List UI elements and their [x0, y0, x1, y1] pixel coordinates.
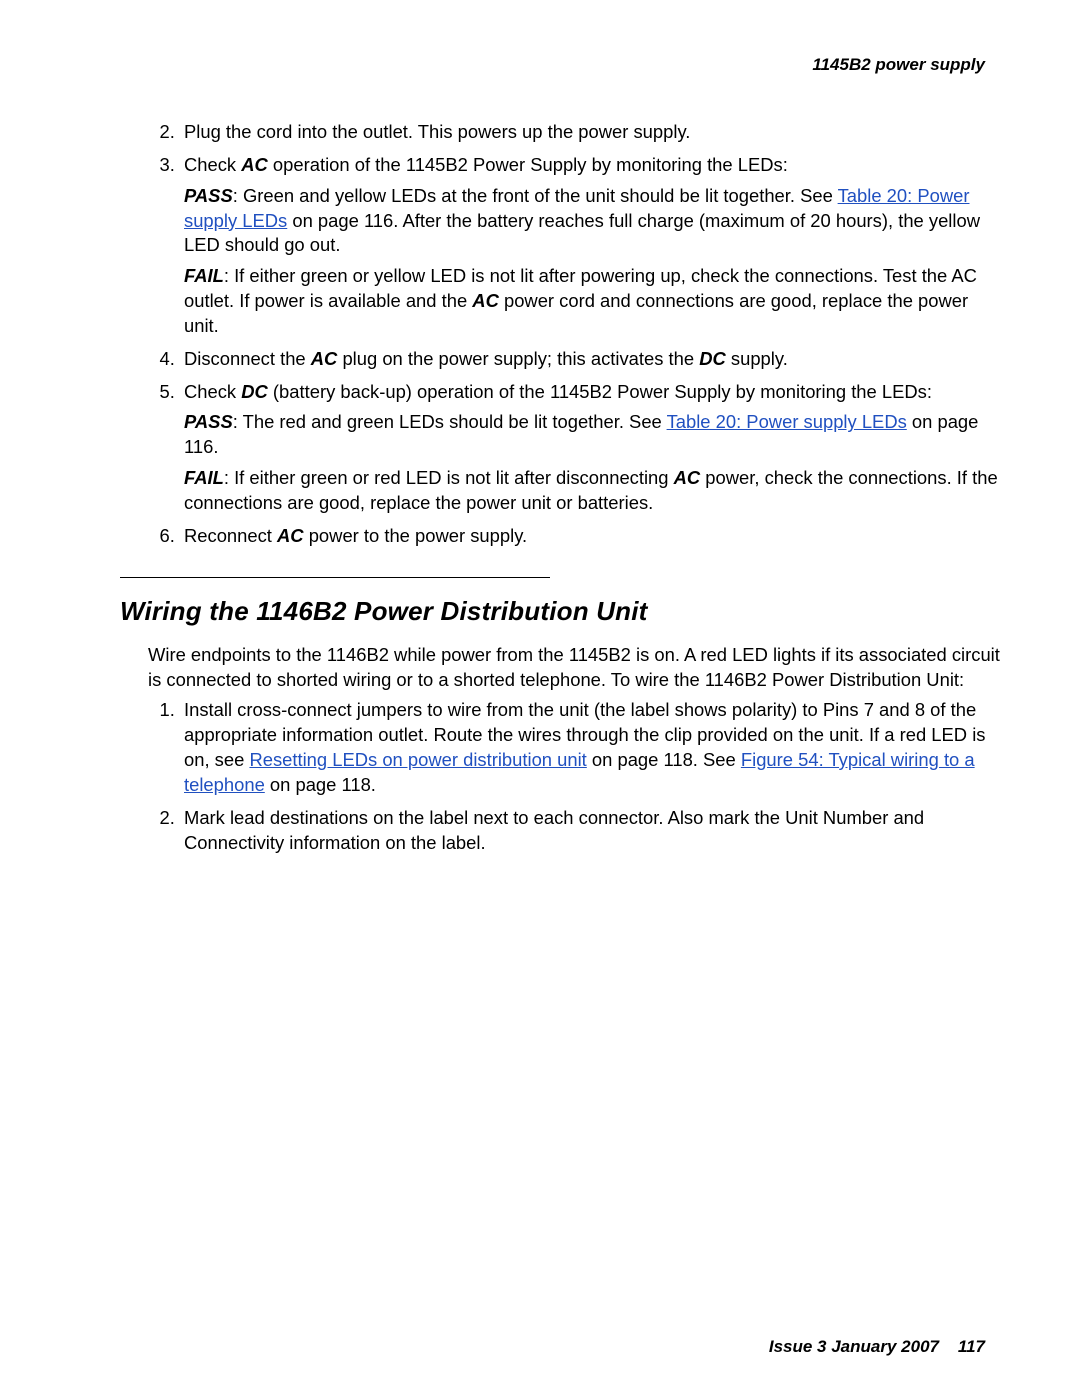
section-divider	[120, 577, 550, 578]
ac-label: AC	[674, 467, 701, 488]
step-text: Mark lead destinations on the label next…	[184, 807, 924, 853]
step-text: Check DC (battery back-up) operation of …	[184, 381, 932, 402]
header-text: 1145B2 power supply	[812, 55, 985, 74]
table-20-link[interactable]: Table 20: Power supply LEDs	[667, 411, 907, 432]
step-text: Disconnect the AC plug on the power supp…	[184, 348, 788, 369]
step-2: Plug the cord into the outlet. This powe…	[180, 120, 1005, 145]
wiring-step-1: Install cross-connect jumpers to wire fr…	[180, 698, 1005, 797]
pass-block: PASS: The red and green LEDs should be l…	[184, 410, 1005, 460]
fail-label: FAIL	[184, 467, 224, 488]
fail-label: FAIL	[184, 265, 224, 286]
fail-block: FAIL: If either green or yellow LED is n…	[184, 264, 1005, 339]
section-intro: Wire endpoints to the 1146B2 while power…	[148, 643, 1005, 693]
dc-label: DC	[241, 381, 268, 402]
main-steps-list: Plug the cord into the outlet. This powe…	[140, 120, 1005, 549]
dc-label: DC	[699, 348, 726, 369]
fail-block: FAIL: If either green or red LED is not …	[184, 466, 1005, 516]
pass-label: PASS	[184, 185, 233, 206]
ac-label: AC	[241, 154, 268, 175]
page-footer: Issue 3 January 2007 117	[769, 1337, 985, 1357]
step-4: Disconnect the AC plug on the power supp…	[180, 347, 1005, 372]
ac-label: AC	[277, 525, 304, 546]
resetting-leds-link[interactable]: Resetting LEDs on power distribution uni…	[249, 749, 586, 770]
page: 1145B2 power supply Plug the cord into t…	[0, 0, 1080, 1397]
step-text: Check AC operation of the 1145B2 Power S…	[184, 154, 788, 175]
step-5: Check DC (battery back-up) operation of …	[180, 380, 1005, 516]
step-6: Reconnect AC power to the power supply.	[180, 524, 1005, 549]
main-content: Plug the cord into the outlet. This powe…	[120, 120, 1005, 855]
page-header: 1145B2 power supply	[120, 55, 1005, 75]
step-text: Reconnect AC power to the power supply.	[184, 525, 527, 546]
footer-issue: Issue 3 January 2007	[769, 1337, 939, 1356]
ac-label: AC	[311, 348, 338, 369]
wiring-steps-list: Install cross-connect jumpers to wire fr…	[140, 698, 1005, 855]
step-text: Plug the cord into the outlet. This powe…	[184, 121, 690, 142]
pass-label: PASS	[184, 411, 233, 432]
ac-label: AC	[472, 290, 499, 311]
wiring-step-2: Mark lead destinations on the label next…	[180, 806, 1005, 856]
step-3: Check AC operation of the 1145B2 Power S…	[180, 153, 1005, 339]
section-title: Wiring the 1146B2 Power Distribution Uni…	[120, 596, 1005, 627]
footer-page-number: 117	[958, 1337, 985, 1356]
pass-block: PASS: Green and yellow LEDs at the front…	[184, 184, 1005, 259]
